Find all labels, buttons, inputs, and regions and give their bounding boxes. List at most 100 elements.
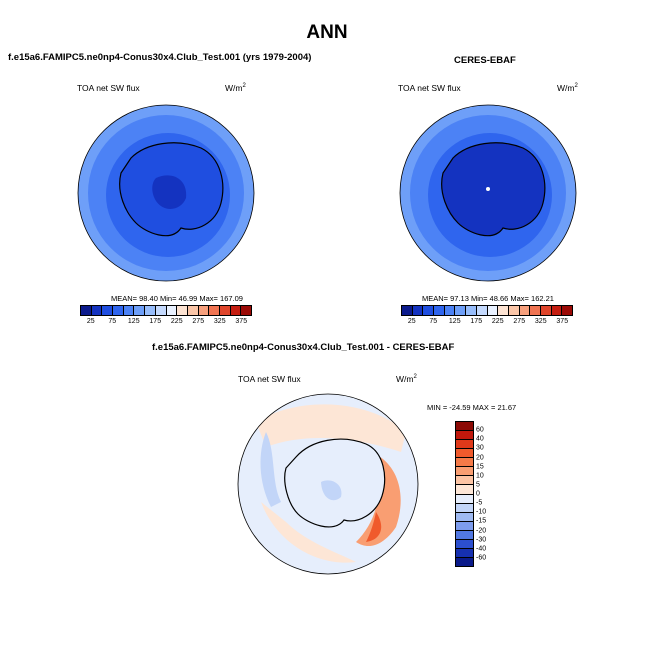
model-colorbar-swatch [230, 306, 242, 315]
model-variable-label: TOA net SW flux [77, 83, 140, 93]
obs-colorbar-tick-label: 25 [407, 318, 416, 325]
diff-colorbar-swatch [456, 494, 473, 504]
diff-colorbar-tick-label: 30 [476, 444, 484, 452]
model-colorbar-swatch [166, 306, 178, 315]
model-colorbar-swatch [187, 306, 199, 315]
obs-colorbar-swatch [519, 306, 531, 315]
obs-colorbar-swatch [423, 306, 435, 315]
obs-colorbar-tick-label: 175 [470, 318, 483, 325]
obs-colorbar-swatch [540, 306, 552, 315]
model-colorbar-swatch [113, 306, 124, 315]
diff-colorbar-swatch [456, 449, 473, 459]
diff-map-warm-southwest [261, 502, 356, 563]
obs-colorbar-swatch [562, 306, 572, 315]
obs-colorbar-tick-label: 225 [491, 318, 504, 325]
diff-colorbar-swatch [456, 485, 473, 495]
model-colorbar-swatch [241, 306, 251, 315]
obs-units-label: W/m2 [557, 83, 578, 93]
diff-map-border [237, 393, 419, 575]
model-polar-map [77, 104, 255, 282]
diff-colorbar-swatch [456, 539, 473, 549]
diff-colorbar-swatch [456, 467, 473, 477]
model-colorbar-tick-label: 125 [127, 318, 140, 325]
diff-colorbar-swatch [456, 512, 473, 522]
diff-colorbar-tick-label: -10 [476, 508, 487, 516]
diff-colorbar-swatch [456, 521, 473, 531]
model-map-border [77, 104, 255, 282]
obs-colorbar-tick-label: 75 [429, 318, 438, 325]
obs-colorbar-swatch [551, 306, 563, 315]
obs-map-pole-dot [486, 187, 490, 191]
model-stats: MEAN= 98.40 Min= 46.99 Max= 167.09 [111, 294, 243, 303]
model-colorbar-swatch [91, 306, 103, 315]
diff-colorbar-tick-label: -30 [476, 536, 487, 544]
diff-colorbar-tick-label: 0 [476, 490, 480, 498]
diff-colorbar-swatch [456, 557, 473, 566]
model-colorbar [80, 305, 252, 316]
obs-colorbar-swatch [412, 306, 424, 315]
diff-colorbar-tick-label: -60 [476, 554, 487, 562]
main-title: ANN [306, 22, 348, 43]
diff-map-cool-interior [321, 480, 342, 501]
obs-colorbar-swatch [530, 306, 541, 315]
obs-colorbar [401, 305, 573, 316]
obs-colorbar-tick-label: 325 [534, 318, 547, 325]
model-colorbar-tick-label: 25 [86, 318, 95, 325]
diff-colorbar-tick-label: 5 [476, 481, 480, 489]
diff-map-cool-west [260, 432, 281, 507]
model-panel-title: f.e15a6.FAMIPC5.ne0np4-Conus30x4.Club_Te… [8, 52, 312, 63]
obs-stats: MEAN= 97.13 Min= 48.66 Max= 162.21 [422, 294, 554, 303]
model-colorbar-swatch [198, 306, 210, 315]
obs-map-border [399, 104, 577, 282]
obs-colorbar-ticks: 25 75 125 175 225 275 325 375 [401, 318, 573, 328]
diff-colorbar-ticks: 60 40 30 20 15 10 5 0 -5 -10 -15 -20 -30 -40 -60 [476, 421, 500, 567]
diff-colorbar-tick-label: -5 [476, 499, 483, 507]
obs-colorbar-swatch [434, 306, 445, 315]
diff-panel-title: f.e15a6.FAMIPC5.ne0np4-Conus30x4.Club_Te… [152, 342, 455, 353]
diff-colorbar-swatch [456, 530, 473, 540]
diff-colorbar [455, 421, 474, 567]
diff-colorbar-swatch [456, 476, 473, 486]
obs-colorbar-swatch [498, 306, 509, 315]
diff-colorbar-tick-label: 10 [476, 472, 484, 480]
model-colorbar-swatch [177, 306, 188, 315]
diff-units-label: W/m2 [396, 374, 417, 384]
diff-colorbar-swatch [456, 458, 473, 468]
model-colorbar-swatch [123, 306, 135, 315]
diff-polar-map [237, 393, 419, 575]
model-colorbar-swatch [219, 306, 231, 315]
obs-colorbar-swatch [508, 306, 520, 315]
obs-colorbar-swatch [444, 306, 456, 315]
diff-map-coastline [284, 438, 386, 528]
diff-colorbar-tick-label: -20 [476, 527, 487, 534]
obs-colorbar-tick-label: 375 [556, 318, 569, 325]
obs-map-continent [441, 142, 545, 236]
diff-variable-label: TOA net SW flux [238, 374, 301, 384]
model-colorbar-swatch [155, 306, 167, 315]
diff-colorbar-tick-label: 15 [476, 463, 484, 471]
diff-stats: MIN = -24.59 MAX = 21.67 [427, 403, 517, 412]
model-colorbar-tick-label: 325 [213, 318, 226, 325]
obs-variable-label: TOA net SW flux [398, 83, 461, 93]
model-colorbar-tick-label: 175 [149, 318, 162, 325]
model-colorbar-tick-label: 225 [170, 318, 183, 325]
obs-colorbar-swatch [487, 306, 499, 315]
obs-map-coastline [441, 142, 546, 237]
diff-colorbar-swatch [456, 431, 473, 441]
model-colorbar-swatch [81, 306, 92, 315]
diff-colorbar-swatch [456, 440, 473, 450]
model-colorbar-swatch [102, 306, 114, 315]
diff-colorbar-tick-label: -40 [476, 545, 487, 553]
diff-colorbar-tick-label: 40 [476, 435, 484, 443]
obs-panel-title: CERES-EBAF [454, 55, 516, 66]
obs-polar-map [399, 104, 577, 282]
model-colorbar-swatch [145, 306, 156, 315]
obs-colorbar-tick-label: 275 [513, 318, 526, 325]
model-map-plateau [152, 175, 187, 209]
model-colorbar-tick-label: 375 [235, 318, 248, 325]
diff-colorbar-swatch [456, 503, 473, 513]
obs-colorbar-swatch [455, 306, 467, 315]
diff-colorbar-swatch [456, 548, 473, 558]
model-units-label: W/m2 [225, 83, 246, 93]
model-colorbar-ticks: 25 75 125 175 225 275 325 375 [80, 318, 252, 328]
